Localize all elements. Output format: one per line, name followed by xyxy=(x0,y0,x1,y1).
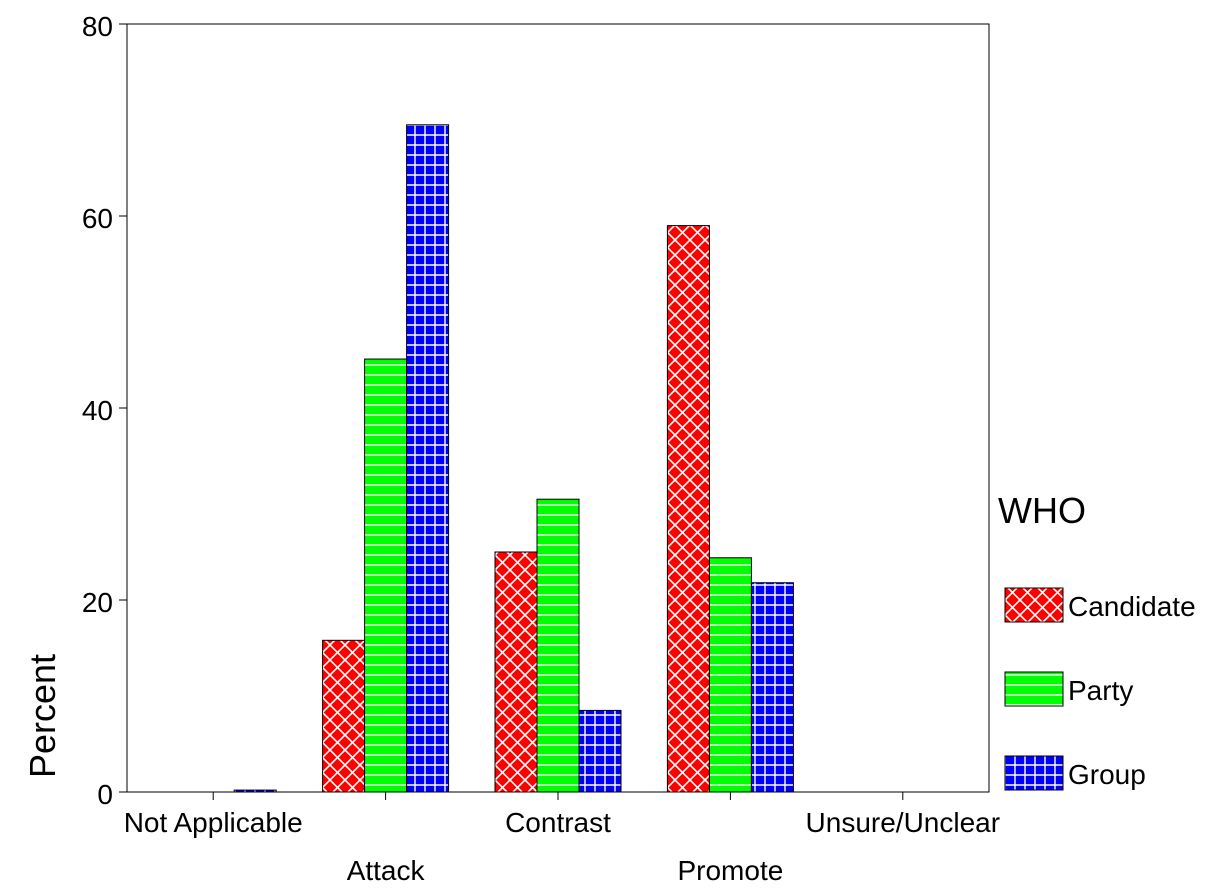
legend-label-candidate: Candidate xyxy=(1068,591,1196,622)
bars xyxy=(233,124,794,793)
y-tick-label: 0 xyxy=(97,779,113,810)
legend-swatch-party xyxy=(1004,671,1064,707)
bar-party-promote xyxy=(708,557,752,793)
x-tick-label: Contrast xyxy=(505,807,611,838)
legend-label-party: Party xyxy=(1068,675,1133,706)
x-tick-label: Promote xyxy=(677,855,783,886)
bar-group-not-applicable xyxy=(233,789,277,793)
bar-group-attack xyxy=(406,124,450,793)
bar-candidate-contrast xyxy=(494,551,538,793)
x-tick-label: Not Applicable xyxy=(124,807,303,838)
legend-swatch-group xyxy=(1004,755,1064,791)
y-tick-label: 20 xyxy=(82,587,113,618)
legend-swatch-candidate xyxy=(1004,587,1064,623)
y-tick-label: 40 xyxy=(82,395,113,426)
x-axis: Not Applicable Attack Contrast Promote Unsur… xyxy=(124,792,1000,886)
y-axis: 0 20 40 60 80 xyxy=(82,11,127,810)
legend-label-group: Group xyxy=(1068,759,1146,790)
y-tick-label: 60 xyxy=(82,203,113,234)
y-tick-label: 80 xyxy=(82,11,113,42)
bar-candidate-promote xyxy=(666,225,710,793)
x-tick-label: Attack xyxy=(347,855,426,886)
bar-group-contrast xyxy=(578,709,622,793)
y-axis-label: Percent xyxy=(22,654,63,778)
bar-party-contrast xyxy=(536,498,580,793)
bar-group-promote xyxy=(750,582,794,793)
legend-title: WHO xyxy=(998,490,1086,531)
bar-candidate-attack xyxy=(322,639,366,793)
x-tick-label: Unsure/Unclear xyxy=(806,807,1001,838)
legend: WHO Candidate Party Group xyxy=(998,490,1196,791)
bar-party-attack xyxy=(364,358,408,793)
